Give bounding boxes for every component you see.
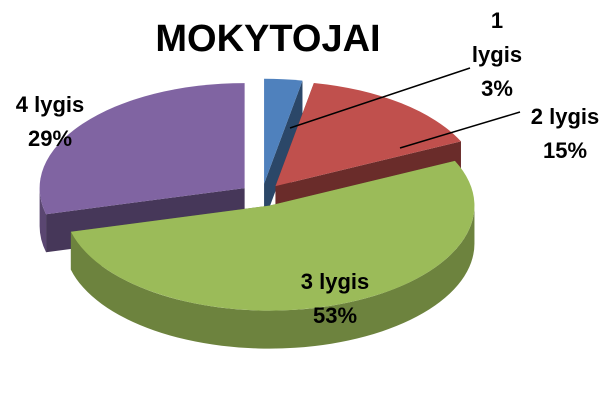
slice-side	[264, 80, 303, 222]
slice-label: 1 lygis 3%	[467, 4, 527, 106]
category-label: 3 lygis	[300, 269, 370, 294]
category-label: 2 lygis	[530, 104, 600, 129]
slice-label: 4 lygis 29%	[0, 88, 105, 156]
slice-side	[70, 205, 475, 349]
slices	[39, 78, 475, 349]
slice-label: 2 lygis 15%	[510, 100, 613, 168]
slice	[264, 78, 303, 184]
value-label: 29%	[27, 126, 73, 151]
value-label: 3%	[481, 76, 513, 101]
slice-side	[39, 188, 47, 253]
chart-title: MOKYTOJAI	[155, 18, 381, 60]
slice	[275, 82, 461, 187]
leader-line	[399, 111, 521, 149]
slice	[39, 83, 245, 215]
slice-label: 3 lygis 53%	[275, 265, 395, 333]
value-label: 15%	[542, 138, 588, 163]
leader-line	[289, 67, 471, 129]
value-label: 53%	[312, 303, 358, 328]
category-label: 1 lygis	[471, 8, 523, 67]
slice	[70, 160, 475, 311]
category-label: 4 lygis	[15, 92, 85, 117]
